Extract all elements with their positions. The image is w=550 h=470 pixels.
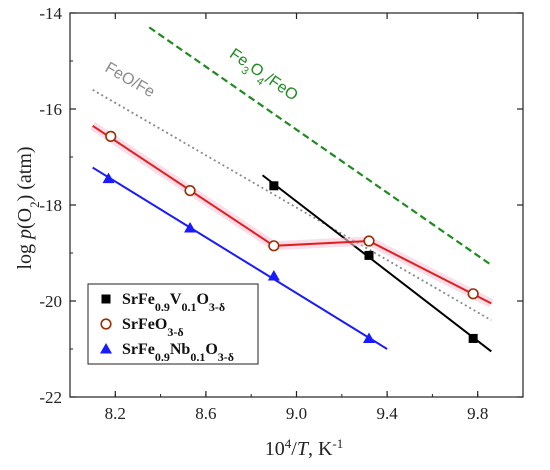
annotation-feo-fe: FeO/Fe [102,59,158,101]
data-point-s1-2 [268,240,280,252]
y-axis-title: log p(O2) (atm) [14,146,42,269]
data-point-s1-0 [105,130,117,142]
fit-band-srfeo3 [90,122,494,308]
x-axis-title: 104/T, K-1 [265,436,343,461]
data-point-s2-2 [267,270,280,281]
y-tick-label: -20 [39,292,62,311]
data-point-s0-1 [364,250,374,260]
y-tick-label: -14 [39,4,62,23]
legend-label-0: SrFe0.9V0.1O3-δ [122,291,225,314]
data-point-s2-1 [184,222,197,233]
x-tick-label: 8.6 [195,404,216,423]
x-tick-label: 9.8 [467,404,488,423]
legend-label-2: SrFe0.9Nb0.1O3-δ [122,341,234,364]
x-tick-label: 9.0 [286,404,307,423]
y-tick-label: -16 [39,100,62,119]
x-tick-label: 8.2 [105,404,126,423]
data-point-s0-2 [468,333,478,343]
legend-label-1: SrFeO3-δ [122,316,184,339]
annotation-fe3o4-feo: Fe3O4/FeO [223,46,300,109]
x-tick-label: 9.4 [376,404,398,423]
fit-line-series-0 [261,174,492,353]
fit-line-series-2 [92,166,388,350]
data-point-s0-0 [269,181,279,191]
legend-marker-2 [100,343,112,354]
fit-line-series-1 [92,124,492,305]
data-point-s2-0 [102,172,115,184]
data-point-s1-1 [184,185,196,197]
legend-box [87,283,259,365]
legend-marker-0 [101,294,111,304]
y-tick-label: -22 [39,388,62,407]
reference-line-fe3o4-feo [148,26,492,266]
reference-line-feo-fe [92,89,492,321]
data-point-s1-3 [363,235,375,247]
y-tick-label: -18 [39,196,62,215]
data-point-s1-4 [467,288,479,300]
data-point-s2-3 [362,332,375,343]
legend-marker-1 [100,318,112,330]
